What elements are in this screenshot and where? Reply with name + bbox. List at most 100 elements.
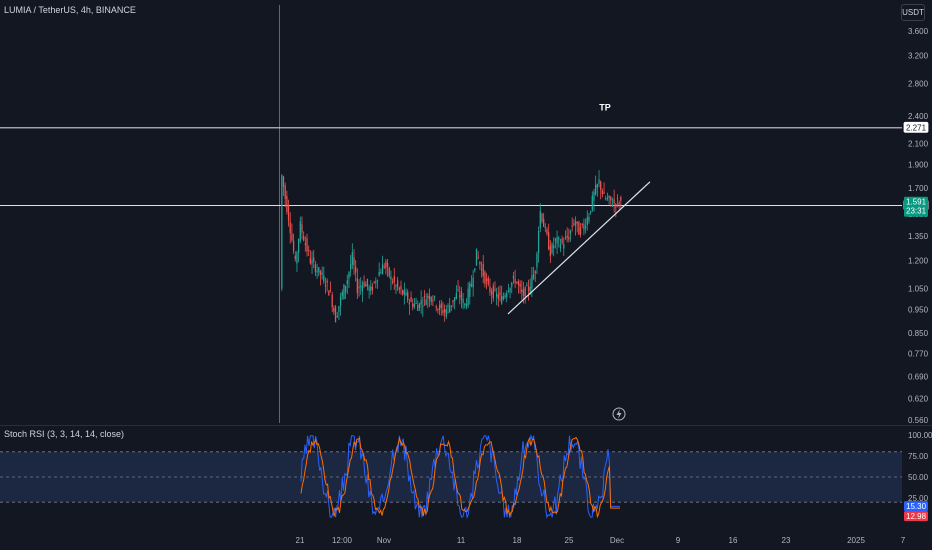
candle-body	[507, 290, 510, 292]
candle	[472, 270, 474, 297]
candle-body	[584, 226, 587, 229]
candle-wick	[336, 311, 338, 319]
candle-body	[487, 277, 489, 285]
candle	[306, 233, 308, 257]
candle	[430, 296, 432, 306]
candle-wick	[338, 305, 340, 321]
candle	[319, 269, 322, 286]
candle	[291, 223, 293, 243]
candle-body	[376, 280, 379, 282]
candle	[360, 277, 362, 295]
candle-wick	[444, 304, 446, 322]
candle	[318, 267, 320, 277]
candle	[438, 300, 441, 316]
candle	[583, 218, 585, 236]
candle	[281, 174, 283, 292]
candle	[284, 182, 286, 208]
price-tick-label: 1.900	[908, 161, 929, 170]
candle-wick	[576, 221, 578, 233]
candle-wick	[368, 284, 370, 299]
candle	[303, 231, 305, 242]
currency-button[interactable]: USDT	[901, 4, 925, 21]
candle-body	[316, 270, 318, 272]
candle	[333, 305, 335, 315]
candle	[413, 297, 416, 310]
candle	[529, 278, 531, 296]
candle	[361, 280, 364, 302]
candle-wick	[459, 285, 461, 305]
candle	[484, 270, 486, 288]
candle-body	[314, 264, 317, 273]
candle	[398, 286, 400, 294]
candle-body	[373, 281, 375, 283]
candle	[418, 302, 421, 311]
candle-body	[511, 282, 513, 287]
candle-body	[361, 285, 364, 292]
candle-wick	[479, 261, 481, 270]
candle-body	[418, 303, 421, 308]
time-tick-label: 23	[782, 536, 791, 545]
candle-body	[299, 221, 301, 241]
candle	[507, 283, 510, 294]
candle-body	[331, 294, 333, 308]
candle-body	[469, 283, 471, 297]
price-tick-label: 0.620	[908, 395, 929, 404]
candle-wick	[509, 287, 511, 299]
candle	[574, 216, 577, 236]
candle-body	[433, 296, 436, 298]
candle	[383, 262, 385, 269]
stoch-d-value: 12.98	[904, 511, 928, 522]
horizontal-line	[0, 205, 902, 207]
candle-body	[303, 236, 305, 241]
candle-wick	[378, 262, 380, 277]
candle	[350, 254, 352, 277]
candle	[566, 227, 568, 243]
price-tick-label: 2.100	[908, 140, 929, 149]
candle-body	[286, 195, 288, 213]
candle-wick	[568, 228, 570, 243]
candle-wick	[395, 283, 397, 295]
candle	[524, 286, 526, 304]
candle-body	[598, 179, 600, 184]
time-tick-label: 9	[676, 536, 681, 545]
candle	[487, 275, 489, 287]
candle	[620, 195, 622, 209]
candle-body	[554, 238, 557, 241]
candle-body	[502, 296, 505, 300]
candle-wick	[618, 200, 620, 210]
candle-body	[438, 305, 441, 310]
candle-body	[517, 280, 520, 285]
candle	[554, 237, 557, 249]
candle-body	[532, 273, 535, 280]
candle	[454, 297, 456, 310]
candle-body	[396, 280, 399, 288]
candle	[299, 216, 301, 244]
candle	[464, 302, 466, 309]
candle-body	[306, 238, 308, 252]
candle-wick	[620, 195, 622, 209]
candle	[282, 175, 285, 196]
candle-body	[333, 307, 335, 312]
candle-body	[452, 300, 454, 303]
candle-body	[586, 217, 588, 225]
candle-wick	[534, 269, 536, 282]
candle	[501, 285, 503, 305]
candle	[388, 266, 390, 279]
candle	[469, 280, 471, 305]
candle-wick	[571, 217, 573, 232]
candle	[443, 304, 446, 322]
candle-body	[593, 191, 595, 201]
candle-body	[400, 286, 402, 290]
candle-body	[294, 255, 296, 260]
candle-body	[281, 175, 283, 289]
candle-wick	[526, 282, 528, 287]
price-tick-label: 1.200	[908, 257, 929, 266]
candle-wick	[380, 268, 382, 274]
time-tick-label: 18	[513, 536, 522, 545]
candle	[519, 280, 521, 294]
candle-body	[366, 278, 369, 287]
candle-wick	[309, 250, 311, 265]
candle-wick	[518, 278, 519, 294]
price-tick-label: 2.400	[908, 112, 929, 121]
candle	[353, 249, 355, 275]
